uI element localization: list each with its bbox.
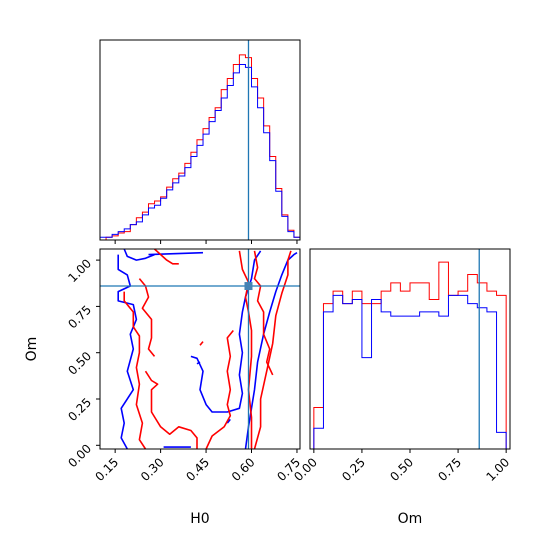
h0-histogram-panel xyxy=(99,39,301,244)
om-histogram-x-ticks: 0.00 0.25 0.50 0.75 1.00 xyxy=(291,449,512,484)
contour-line-1-7 xyxy=(253,250,274,376)
x-axis-label-om: Om xyxy=(398,511,423,527)
x-tick-label: 0.45 xyxy=(183,455,212,484)
contour-line-1-5 xyxy=(238,250,253,449)
contour-line-0-2 xyxy=(148,251,204,256)
h0-histogram-frame xyxy=(99,39,301,241)
om-x-tick-label: 1.00 xyxy=(483,455,512,484)
truth-marker xyxy=(244,282,253,291)
y-tick-label: 1.00 xyxy=(65,256,94,285)
contour-panel: 0.15 0.30 0.45 0.60 0.75 0.00 0.25 0.50 0.75 1.0… xyxy=(24,248,303,527)
om-hist-series-0 xyxy=(313,261,507,449)
contour-frame xyxy=(99,248,301,450)
om-hist-series-1 xyxy=(313,294,507,449)
y-tick-label: 0.00 xyxy=(65,442,94,471)
h0-histogram-series xyxy=(99,54,301,241)
contour-line-1-6 xyxy=(253,250,292,450)
x-axis-label-h0: H0 xyxy=(190,511,209,527)
y-tick-label: 0.75 xyxy=(65,303,94,332)
h0-histogram-ticks xyxy=(114,240,298,244)
contour-line-1-2 xyxy=(144,370,198,449)
om-histogram-panel: 0.00 0.25 0.50 0.75 1.00 Om xyxy=(291,248,512,527)
x-tick-label: 0.15 xyxy=(92,455,121,484)
contour-y-ticks: 0.00 0.25 0.50 0.75 1.00 xyxy=(65,256,100,470)
contour-line-0-1 xyxy=(123,248,155,261)
y-tick-label: 0.50 xyxy=(65,349,94,378)
om-x-tick-label: 0.50 xyxy=(387,455,416,484)
contour-line-1-0 xyxy=(123,291,147,450)
contour-series xyxy=(117,248,298,450)
om-histogram-series xyxy=(313,261,507,449)
contour-line-1-1 xyxy=(138,278,156,357)
x-tick-label: 0.30 xyxy=(138,455,167,484)
contour-line-0-7 xyxy=(226,418,231,424)
x-tick-label: 0.60 xyxy=(229,455,258,484)
om-x-tick-label: 0.25 xyxy=(339,455,368,484)
contour-x-ticks: 0.15 0.30 0.45 0.60 0.75 xyxy=(92,449,303,484)
contour-line-0-0 xyxy=(117,254,138,450)
y-axis-label-om: Om xyxy=(24,337,40,362)
contour-line-0-4 xyxy=(190,250,262,413)
contour-line-1-3 xyxy=(153,248,179,265)
contour-line-1-4 xyxy=(205,329,234,450)
om-histogram-frame xyxy=(309,248,511,450)
y-tick-label: 0.25 xyxy=(65,395,94,424)
om-x-tick-label: 0.75 xyxy=(435,455,464,484)
contour-line-1-8 xyxy=(199,341,204,346)
h0-hist-series-1 xyxy=(99,64,301,240)
contour-line-0-5 xyxy=(244,252,298,450)
contour-line-0-6 xyxy=(196,361,201,365)
